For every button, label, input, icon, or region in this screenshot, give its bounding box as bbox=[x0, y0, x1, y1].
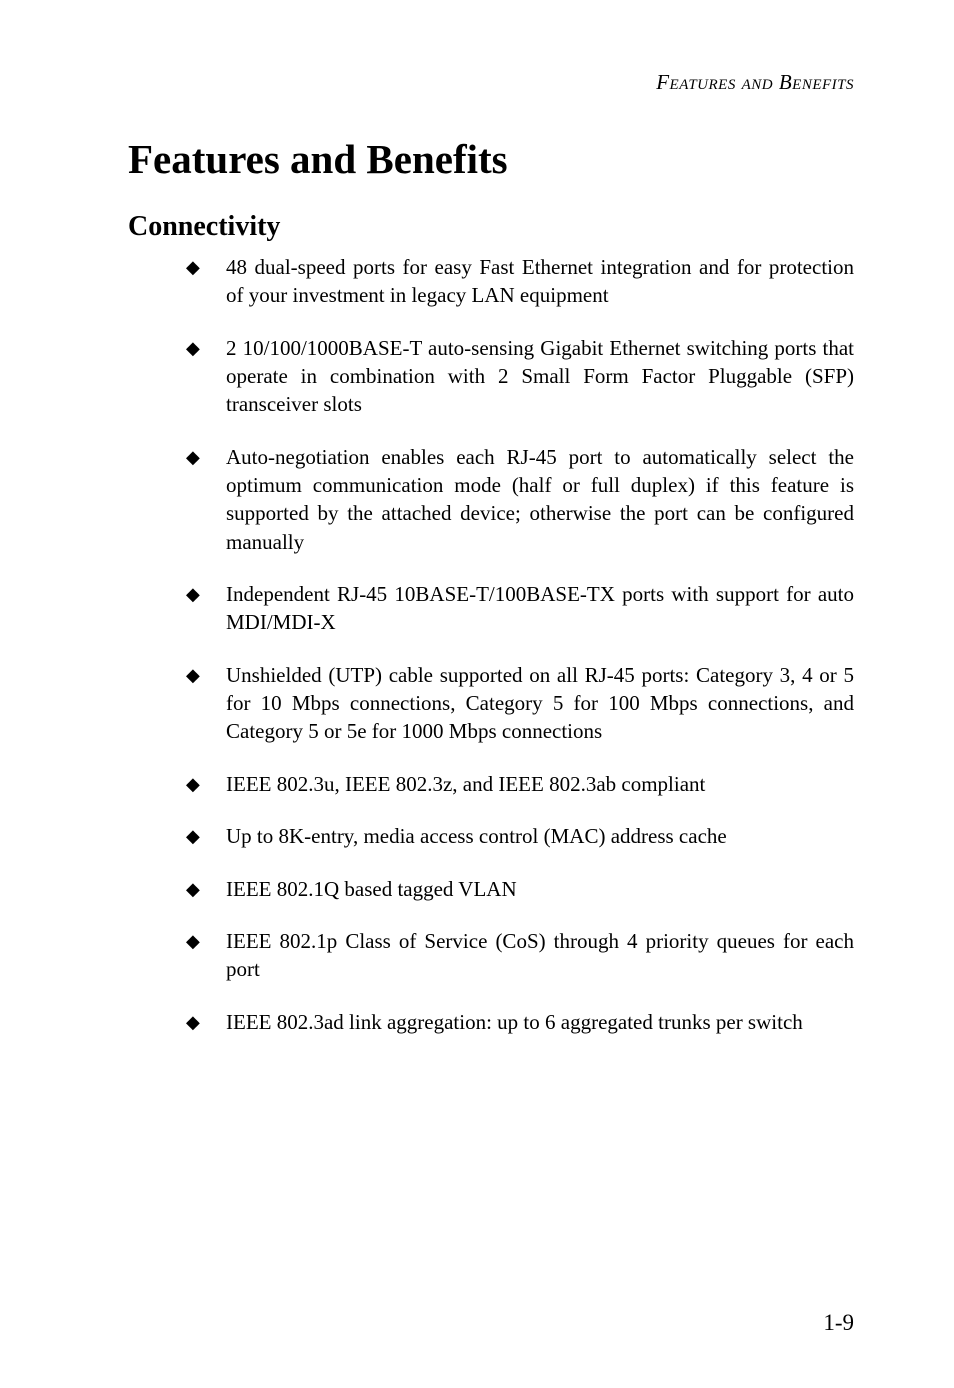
list-item: Auto-negotiation enables each RJ-45 port… bbox=[186, 443, 854, 556]
list-item: 2 10/100/1000BASE-T auto-sensing Gigabit… bbox=[186, 334, 854, 419]
running-head: Features and Benefits bbox=[128, 70, 854, 95]
list-item: IEEE 802.3u, IEEE 802.3z, and IEEE 802.3… bbox=[186, 770, 854, 798]
list-item: Up to 8K-entry, media access control (MA… bbox=[186, 822, 854, 850]
bullet-list: 48 dual-speed ports for easy Fast Ethern… bbox=[186, 253, 854, 1036]
page-number: 1-9 bbox=[823, 1310, 854, 1336]
list-item: IEEE 802.3ad link aggregation: up to 6 a… bbox=[186, 1008, 854, 1036]
page: Features and Benefits Features and Benef… bbox=[0, 0, 954, 1388]
list-item: 48 dual-speed ports for easy Fast Ethern… bbox=[186, 253, 854, 310]
list-item: IEEE 802.1Q based tagged VLAN bbox=[186, 875, 854, 903]
list-item: Unshielded (UTP) cable supported on all … bbox=[186, 661, 854, 746]
page-title: Features and Benefits bbox=[128, 135, 854, 183]
list-item: Independent RJ-45 10BASE-T/100BASE-TX po… bbox=[186, 580, 854, 637]
section-heading: Connectivity bbox=[128, 211, 854, 243]
list-item: IEEE 802.1p Class of Service (CoS) throu… bbox=[186, 927, 854, 984]
